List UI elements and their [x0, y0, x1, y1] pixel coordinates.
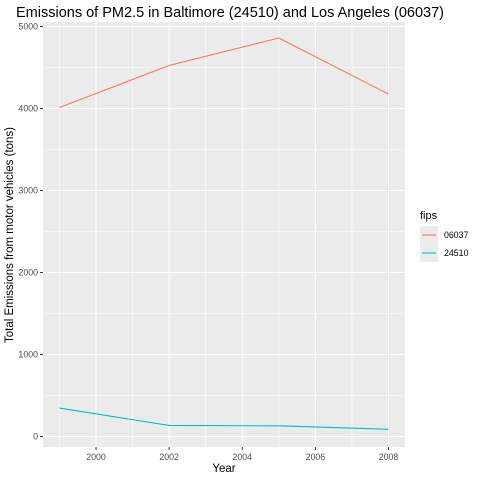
y-tick-label: 0: [33, 432, 38, 442]
series-line-24510: [59, 407, 389, 430]
axis-ticks: [40, 26, 390, 450]
major-gridlines: [43, 22, 405, 447]
legend-label-06037: 06037: [444, 230, 469, 240]
y-tick-label: 3000: [18, 186, 38, 196]
y-axis-title: Total Emissions from motor vehicles (ton…: [4, 127, 16, 343]
legend: 06037 24510: [420, 226, 469, 262]
plot-panel: [43, 22, 405, 447]
x-tick-label: 2004: [232, 452, 252, 462]
tick-labels: 2000 2002 2004 2006 2008 0 1000 2000 3000 4000 500…: [18, 22, 398, 462]
minor-gridlines: [43, 22, 405, 447]
series-layer: [59, 37, 389, 430]
y-tick-label: 5000: [18, 22, 38, 32]
y-tick-label: 1000: [18, 350, 38, 360]
y-tick-label: 2000: [18, 268, 38, 278]
legend-title: fips: [420, 210, 438, 222]
legend-label-24510: 24510: [444, 248, 469, 258]
x-tick-label: 2000: [86, 452, 106, 462]
series-line-06037: [59, 37, 389, 109]
chart-title: Emissions of PM2.5 in Baltimore (24510) …: [16, 5, 444, 21]
x-tick-label: 2008: [379, 452, 399, 462]
x-tick-label: 2002: [159, 452, 179, 462]
x-tick-label: 2006: [306, 452, 326, 462]
y-tick-label: 4000: [18, 104, 38, 114]
x-axis-title: Year: [212, 463, 235, 475]
